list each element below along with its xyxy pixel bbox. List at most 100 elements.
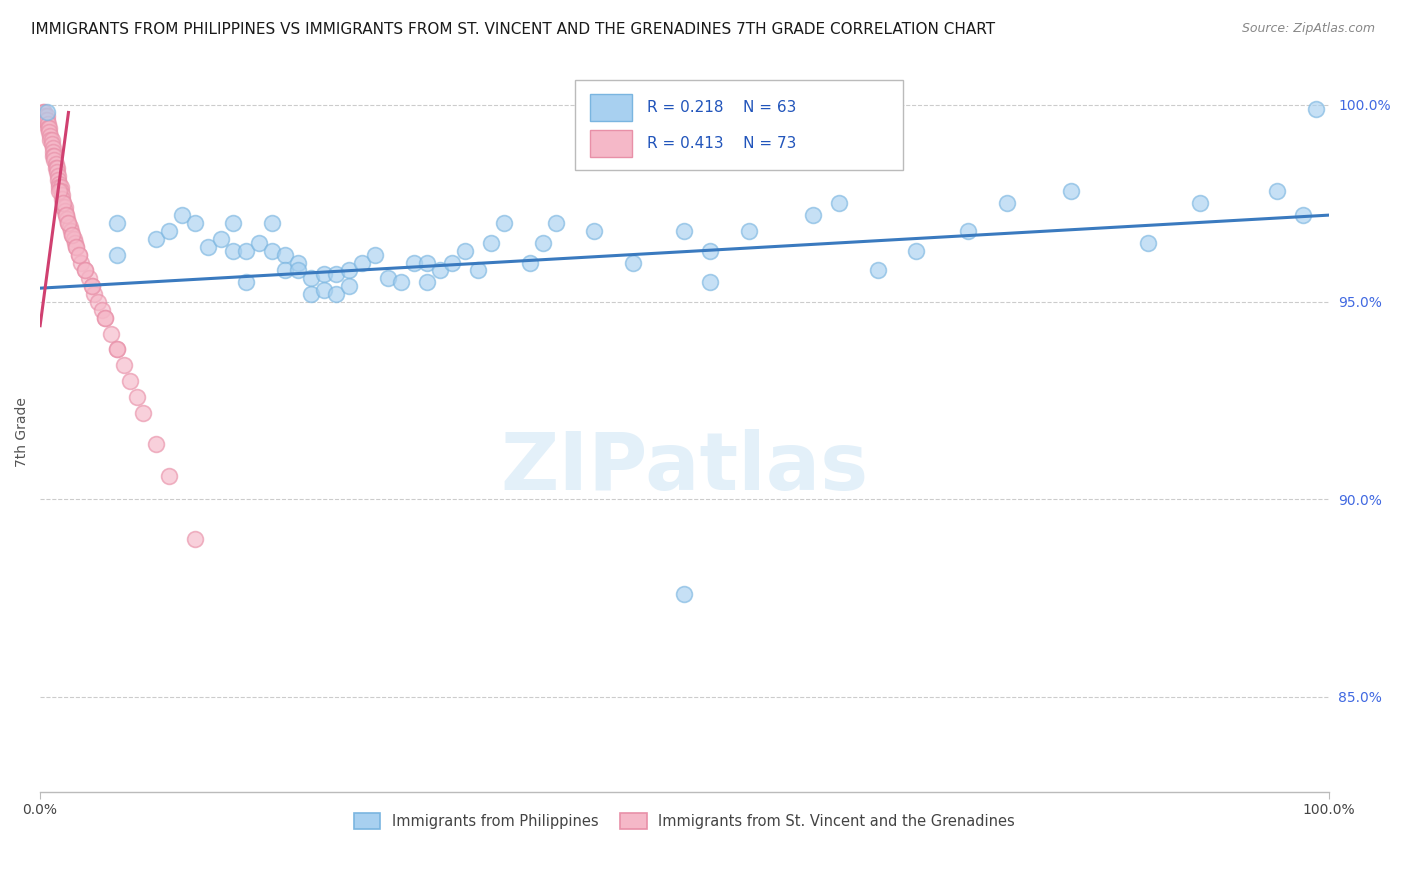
Point bbox=[65, 240, 87, 254]
Point bbox=[828, 196, 851, 211]
Point bbox=[46, 172, 69, 186]
Point bbox=[247, 235, 270, 250]
Point bbox=[55, 208, 77, 222]
Point bbox=[38, 125, 60, 139]
Point bbox=[107, 343, 129, 357]
Point bbox=[35, 113, 58, 128]
Point bbox=[995, 196, 1018, 211]
Point bbox=[112, 358, 135, 372]
Point bbox=[222, 216, 245, 230]
Point bbox=[80, 279, 103, 293]
Point bbox=[75, 263, 97, 277]
Point bbox=[325, 268, 347, 282]
Point bbox=[107, 343, 129, 357]
Point bbox=[48, 177, 70, 191]
Point bbox=[51, 188, 73, 202]
Point bbox=[1265, 185, 1288, 199]
Point bbox=[274, 247, 297, 261]
Point bbox=[454, 244, 477, 258]
Point bbox=[60, 227, 83, 242]
Point bbox=[337, 279, 360, 293]
Point bbox=[866, 263, 889, 277]
Point bbox=[49, 180, 72, 194]
Point bbox=[1305, 102, 1327, 116]
Point bbox=[93, 310, 115, 325]
Point bbox=[91, 302, 114, 317]
Point bbox=[83, 287, 105, 301]
Point bbox=[415, 255, 437, 269]
Point bbox=[107, 216, 129, 230]
Point bbox=[100, 326, 122, 341]
Text: IMMIGRANTS FROM PHILIPPINES VS IMMIGRANTS FROM ST. VINCENT AND THE GRENADINES 7T: IMMIGRANTS FROM PHILIPPINES VS IMMIGRANT… bbox=[31, 22, 995, 37]
Point bbox=[32, 105, 55, 120]
Point bbox=[145, 232, 167, 246]
Point bbox=[1060, 185, 1083, 199]
Bar bbox=[591, 94, 631, 121]
Point bbox=[42, 145, 65, 159]
Point bbox=[1188, 196, 1211, 211]
Point bbox=[699, 244, 721, 258]
Point bbox=[44, 149, 66, 163]
Point bbox=[184, 532, 207, 546]
Point bbox=[389, 275, 412, 289]
Text: ZIPatlas: ZIPatlas bbox=[501, 429, 869, 508]
Point bbox=[58, 216, 80, 230]
Point bbox=[45, 161, 67, 175]
Point bbox=[53, 204, 76, 219]
Point bbox=[77, 271, 100, 285]
Point bbox=[956, 224, 979, 238]
Point bbox=[337, 263, 360, 277]
Point bbox=[184, 216, 207, 230]
Point bbox=[35, 110, 58, 124]
Point bbox=[170, 208, 193, 222]
Point bbox=[52, 196, 75, 211]
Point bbox=[260, 216, 283, 230]
Point bbox=[42, 149, 65, 163]
Point bbox=[738, 224, 761, 238]
Point bbox=[287, 263, 309, 277]
Point bbox=[312, 268, 335, 282]
Point bbox=[48, 180, 70, 194]
Point bbox=[41, 136, 63, 151]
Point bbox=[312, 283, 335, 297]
Point bbox=[699, 275, 721, 289]
Point bbox=[299, 271, 322, 285]
Point bbox=[260, 244, 283, 258]
Point bbox=[52, 200, 75, 214]
Point bbox=[31, 105, 53, 120]
Point bbox=[87, 295, 110, 310]
Point bbox=[37, 117, 59, 131]
Point bbox=[145, 437, 167, 451]
Bar bbox=[591, 129, 631, 157]
Point bbox=[48, 185, 70, 199]
Point bbox=[402, 255, 425, 269]
Point bbox=[107, 247, 129, 261]
Point bbox=[62, 232, 84, 246]
Point bbox=[37, 121, 59, 136]
Point bbox=[67, 247, 90, 261]
Point bbox=[35, 105, 58, 120]
Point bbox=[39, 129, 62, 144]
Text: R = 0.218    N = 63: R = 0.218 N = 63 bbox=[647, 100, 796, 115]
Point bbox=[209, 232, 232, 246]
Point bbox=[44, 153, 66, 167]
Point bbox=[93, 310, 115, 325]
Point bbox=[49, 185, 72, 199]
Point bbox=[905, 244, 928, 258]
Point bbox=[519, 255, 541, 269]
Text: R = 0.413    N = 73: R = 0.413 N = 73 bbox=[647, 136, 796, 151]
Point bbox=[45, 164, 67, 178]
Point bbox=[1137, 235, 1160, 250]
Point bbox=[621, 255, 644, 269]
Point bbox=[673, 224, 696, 238]
Point bbox=[39, 133, 62, 147]
Point bbox=[222, 244, 245, 258]
Point bbox=[59, 219, 82, 234]
Point bbox=[38, 121, 60, 136]
Point bbox=[287, 255, 309, 269]
Legend: Immigrants from Philippines, Immigrants from St. Vincent and the Grenadines: Immigrants from Philippines, Immigrants … bbox=[349, 807, 1021, 835]
Point bbox=[55, 208, 77, 222]
Point bbox=[80, 279, 103, 293]
Point bbox=[352, 255, 374, 269]
Point bbox=[157, 224, 180, 238]
